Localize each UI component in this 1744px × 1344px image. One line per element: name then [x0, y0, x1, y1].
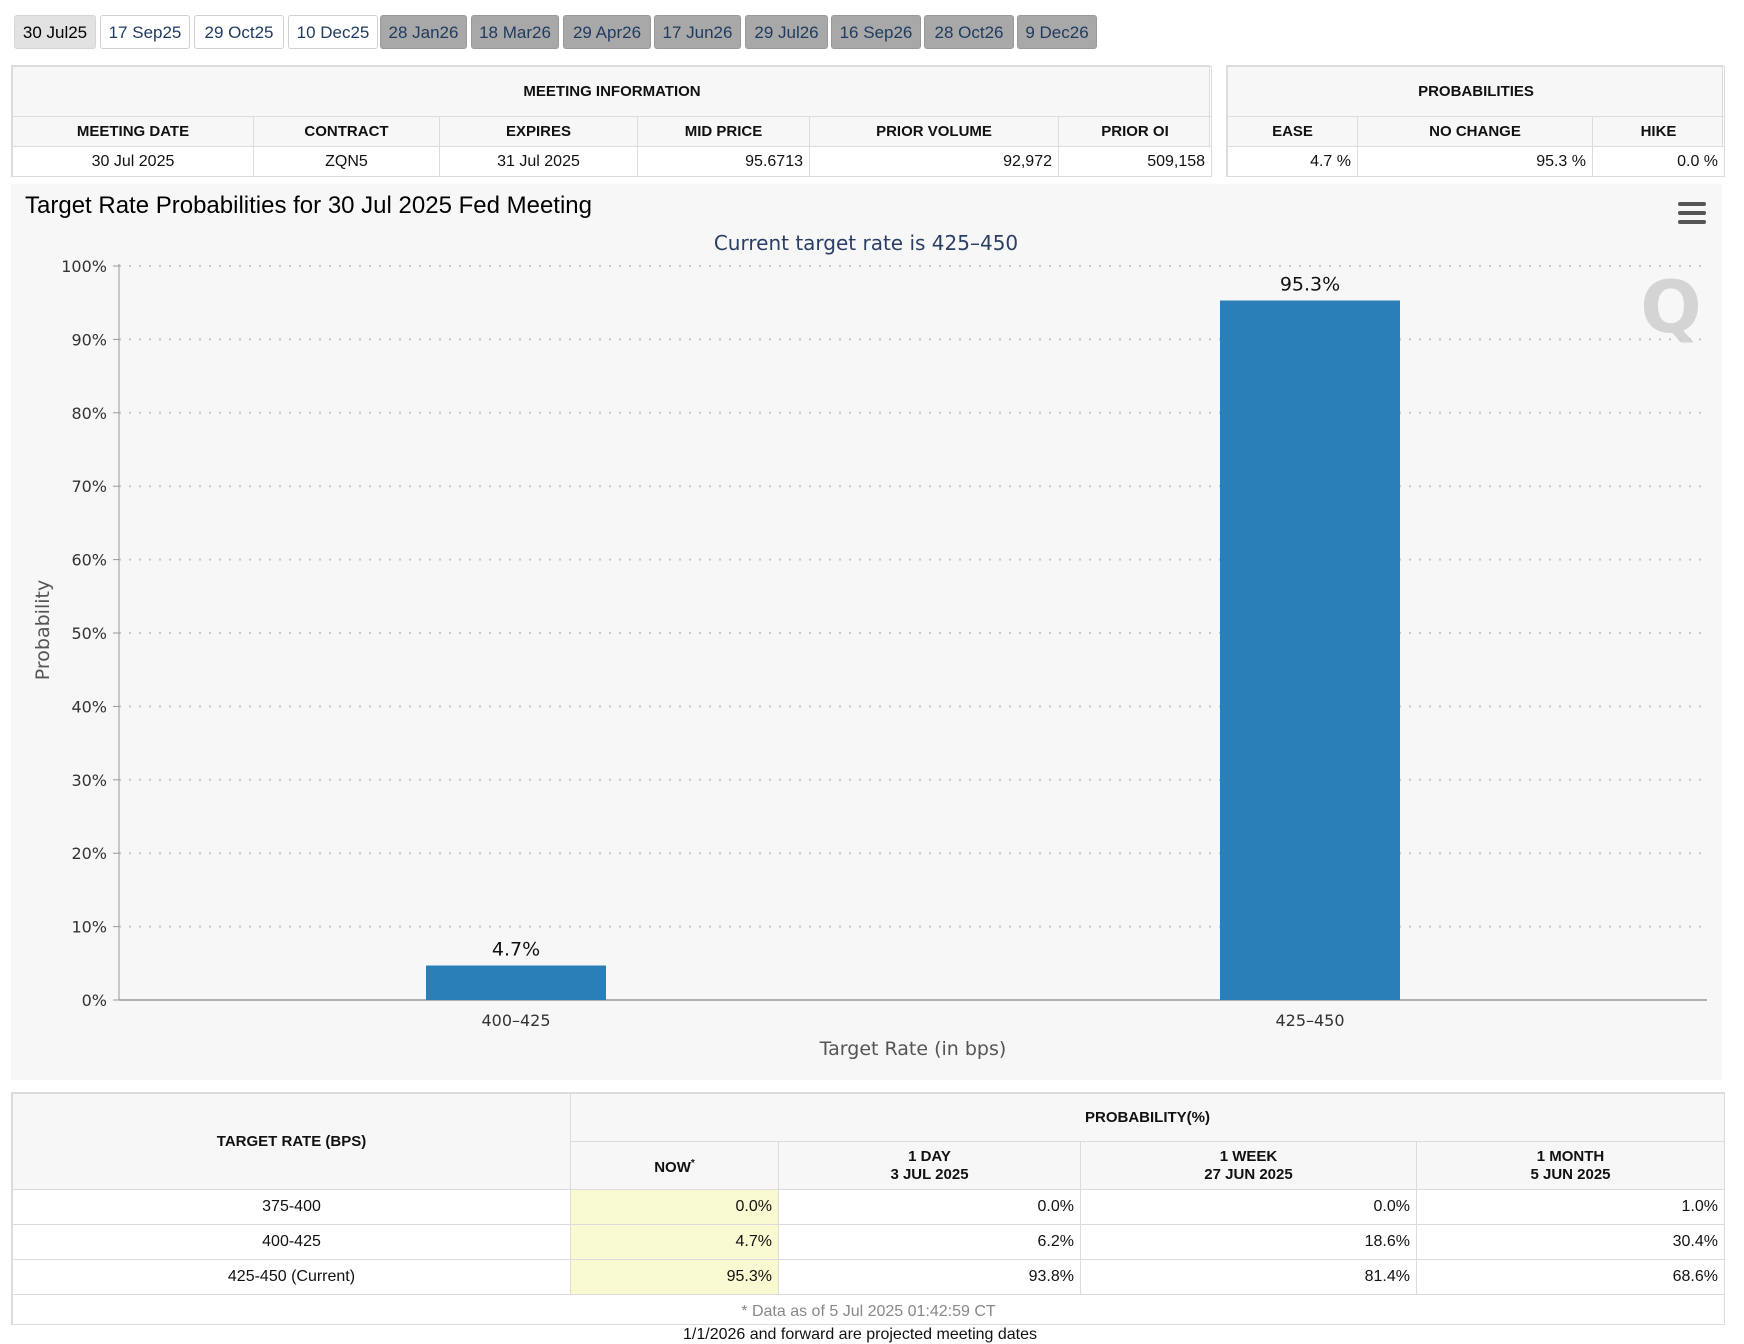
- x-axis-label: Target Rate (in bps): [819, 1038, 1007, 1060]
- y-tick-label: 100%: [61, 257, 107, 276]
- tab-28-oct26[interactable]: 28 Oct26: [924, 15, 1014, 49]
- y-tick-label: 10%: [71, 918, 107, 937]
- day-cell: 6.2%: [778, 1224, 1081, 1260]
- y-tick-label: 90%: [71, 330, 107, 349]
- y-tick-label: 30%: [71, 771, 107, 790]
- week-cell: 81.4%: [1080, 1259, 1417, 1295]
- y-tick-label: 50%: [71, 624, 107, 643]
- header-1-month: 1 MONTH 5 JUN 2025: [1416, 1141, 1724, 1190]
- y-tick-label: 40%: [71, 697, 107, 716]
- week-cell: 0.0%: [1080, 1189, 1417, 1225]
- now-cell: 4.7%: [570, 1224, 779, 1260]
- x-tick-label: 400–425: [481, 1011, 550, 1030]
- probabilities-table: PROBABILITIES EASE NO CHANGE HIKE 4.7 % …: [1226, 65, 1726, 177]
- tab-9-dec26[interactable]: 9 Dec26: [1017, 15, 1097, 49]
- projected-dates-note: 1/1/2026 and forward are projected meeti…: [683, 1326, 1038, 1343]
- data-label: 4.7%: [492, 939, 540, 961]
- header-meeting-date: MEETING DATE: [12, 116, 254, 147]
- table-row: 400-425 4.7% 6.2% 18.6% 30.4%: [12, 1224, 1724, 1260]
- mid-price-value: 95.6713: [637, 146, 810, 177]
- tab-28-jan26[interactable]: 28 Jan26: [380, 15, 467, 49]
- table-row: 425-450 (Current) 95.3% 93.8% 81.4% 68.6…: [12, 1259, 1724, 1295]
- probability-history-table: TARGET RATE (BPS) PROBABILITY(%) NOW* 1 …: [11, 1092, 1725, 1325]
- bar[interactable]: [1220, 300, 1400, 1000]
- now-cell: 0.0%: [570, 1189, 779, 1225]
- y-tick-label: 20%: [71, 844, 107, 863]
- y-tick-label: 70%: [71, 477, 107, 496]
- hike-value: 0.0 %: [1591, 146, 1726, 177]
- data-label: 95.3%: [1280, 273, 1340, 295]
- header-no-change: NO CHANGE: [1357, 116, 1593, 147]
- tab-18-mar26[interactable]: 18 Mar26: [471, 15, 559, 49]
- ease-value: 4.7 %: [1227, 146, 1358, 177]
- tab-17-jun26[interactable]: 17 Jun26: [654, 15, 741, 49]
- probabilities-title: PROBABILITIES: [1226, 66, 1726, 117]
- data-timestamp-note: * Data as of 5 Jul 2025 01:42:59 CT: [12, 1294, 1724, 1324]
- meeting-information-table: MEETING INFORMATION MEETING DATE CONTRAC…: [11, 65, 1213, 177]
- header-1-day: 1 DAY 3 JUL 2025: [778, 1141, 1081, 1190]
- chart-title: Target Rate Probabilities for 30 Jul 202…: [25, 192, 592, 219]
- tab-16-sep26[interactable]: 16 Sep26: [831, 15, 921, 49]
- rate-cell: 425-450 (Current): [12, 1259, 571, 1295]
- header-probability: PROBABILITY(%): [570, 1093, 1724, 1142]
- tab-10-dec25[interactable]: 10 Dec25: [288, 15, 378, 49]
- month-cell: 1.0%: [1416, 1189, 1724, 1225]
- bar[interactable]: [426, 965, 606, 1000]
- header-target-rate: TARGET RATE (BPS): [12, 1093, 571, 1190]
- header-prior-oi: PRIOR OI: [1057, 116, 1213, 147]
- day-cell: 0.0%: [778, 1189, 1081, 1225]
- watermark-logo: Q: [1640, 265, 1701, 349]
- day-cell: 93.8%: [778, 1259, 1081, 1295]
- week-cell: 18.6%: [1080, 1224, 1417, 1260]
- x-tick-label: 425–450: [1275, 1011, 1344, 1030]
- chart-subtitle: Current target rate is 425–450: [714, 231, 1018, 255]
- y-tick-label: 60%: [71, 551, 107, 570]
- expires-value: 31 Jul 2025: [439, 146, 638, 177]
- header-1-week: 1 WEEK 27 JUN 2025: [1080, 1141, 1417, 1190]
- table-row: 375-400 0.0% 0.0% 0.0% 1.0%: [12, 1189, 1724, 1225]
- prior-oi-value: 509,158: [1057, 146, 1213, 177]
- header-expires: EXPIRES: [439, 116, 638, 147]
- meeting-information-title: MEETING INFORMATION: [11, 66, 1213, 117]
- month-cell: 30.4%: [1416, 1224, 1724, 1260]
- header-now: NOW*: [570, 1141, 779, 1190]
- contract-value: ZQN5: [253, 146, 440, 177]
- month-cell: 68.6%: [1416, 1259, 1724, 1295]
- meeting-date-value: 30 Jul 2025: [12, 146, 254, 177]
- y-tick-label: 80%: [71, 404, 107, 423]
- header-mid-price: MID PRICE: [637, 116, 810, 147]
- chart-panel: Target Rate Probabilities for 30 Jul 202…: [11, 184, 1722, 1080]
- y-axis-label: Probability: [32, 580, 54, 680]
- tab-29-jul26[interactable]: 29 Jul26: [745, 15, 828, 49]
- now-cell: 95.3%: [570, 1259, 779, 1295]
- header-contract: CONTRACT: [253, 116, 440, 147]
- tab-30-jul25[interactable]: 30 Jul25: [14, 15, 96, 49]
- prior-volume-value: 92,972: [809, 146, 1059, 177]
- y-tick-label: 0%: [82, 991, 107, 1010]
- tab-29-oct25[interactable]: 29 Oct25: [194, 15, 284, 49]
- rate-cell: 375-400: [12, 1189, 571, 1225]
- header-ease: EASE: [1227, 116, 1358, 147]
- bar-chart: Current target rate is 425–450 Probabili…: [32, 231, 1707, 1060]
- chart-menu-icon[interactable]: [1678, 202, 1706, 224]
- header-prior-volume: PRIOR VOLUME: [809, 116, 1059, 147]
- tab-17-sep25[interactable]: 17 Sep25: [100, 15, 190, 49]
- header-hike: HIKE: [1591, 116, 1726, 147]
- tab-29-apr26[interactable]: 29 Apr26: [563, 15, 651, 49]
- no-change-value: 95.3 %: [1357, 146, 1593, 177]
- rate-cell: 400-425: [12, 1224, 571, 1260]
